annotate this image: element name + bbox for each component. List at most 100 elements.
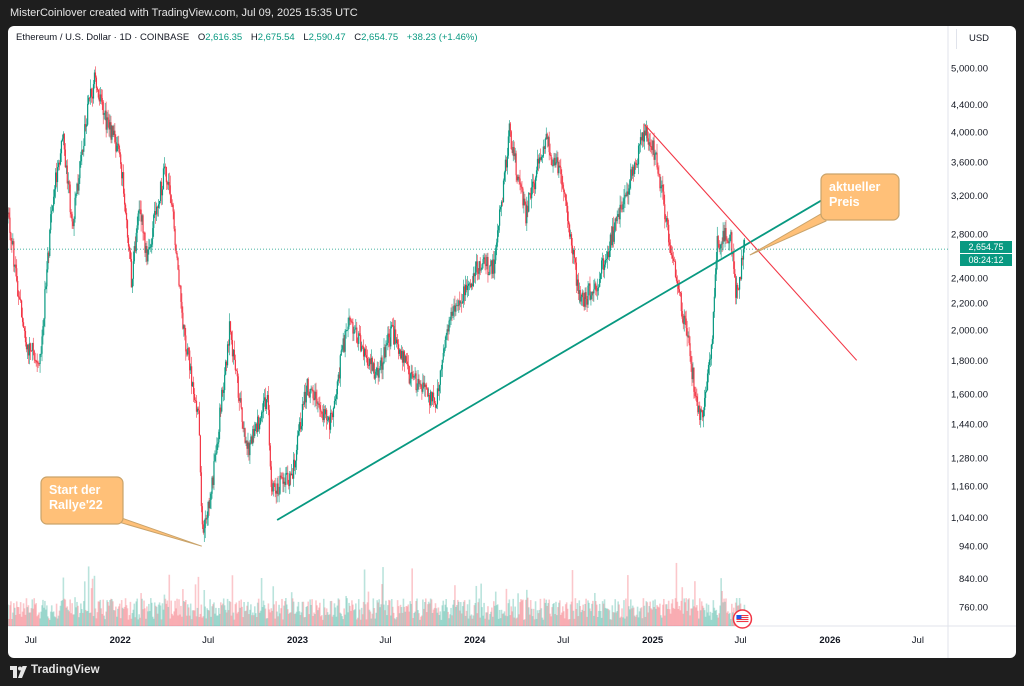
candle-body xyxy=(262,400,265,412)
volume-bar xyxy=(8,604,9,626)
volume-bar xyxy=(587,600,589,626)
candle-body xyxy=(68,181,70,185)
volume-bar xyxy=(606,608,609,626)
volume-bar xyxy=(492,616,494,626)
candle-body xyxy=(24,330,27,343)
volume-bar xyxy=(340,613,343,626)
candle-body xyxy=(471,283,474,287)
candle-body xyxy=(717,236,719,244)
candle-body xyxy=(412,374,414,378)
volume-bar xyxy=(406,606,409,626)
candle-body xyxy=(29,343,31,351)
candle-body xyxy=(369,358,371,365)
candle-body xyxy=(46,269,48,287)
volume-bar xyxy=(726,612,728,626)
volume-bar xyxy=(379,607,381,626)
candle-body xyxy=(186,351,188,355)
y-tick-label: 1,600.00 xyxy=(951,390,988,401)
x-axis: Jul 2022 Jul 2023 Jul 2024 Jul 2025 Jul 2026 Jul xyxy=(25,635,924,646)
volume-bar xyxy=(99,599,102,626)
volume-bar xyxy=(107,601,109,626)
volume-bar xyxy=(666,608,669,626)
volume-bar xyxy=(313,612,315,626)
candle-body xyxy=(647,138,649,145)
volume-bar xyxy=(106,600,108,626)
candle-body xyxy=(511,149,513,154)
volume-bar xyxy=(667,600,670,626)
volume-bar xyxy=(546,605,549,626)
volume-bar xyxy=(121,607,124,626)
candle-body xyxy=(153,215,155,229)
candle-body xyxy=(731,232,733,255)
candle-body xyxy=(408,365,410,384)
volume-bar xyxy=(530,608,533,626)
candle-body xyxy=(391,324,393,327)
candle-body xyxy=(636,163,638,165)
volume-bar xyxy=(443,611,446,626)
volume-bar xyxy=(323,607,326,626)
candle-body xyxy=(704,391,707,398)
volume-bar xyxy=(252,612,254,626)
price-chart[interactable]: 5,000.004,400.004,000.003,600.003,200.00… xyxy=(8,26,1016,658)
x-tick-label: Jul xyxy=(202,635,214,646)
candle-body xyxy=(580,296,582,302)
candle-body xyxy=(481,264,483,270)
candle-body xyxy=(372,363,374,371)
candle-body xyxy=(534,177,537,190)
volume-bar xyxy=(447,611,449,626)
candle-body xyxy=(646,126,648,139)
candle-body xyxy=(416,389,418,391)
volume-bar xyxy=(129,601,132,626)
volume-bar xyxy=(618,604,620,626)
candle-body xyxy=(514,153,516,157)
candle-body xyxy=(237,376,239,398)
candle-body xyxy=(553,157,555,166)
volume-bar xyxy=(48,619,51,626)
volume-bar xyxy=(393,618,396,626)
candle-body xyxy=(643,130,645,142)
candle-body xyxy=(272,483,274,492)
volume-bar xyxy=(279,613,281,626)
candle-body xyxy=(291,473,293,476)
candle-body xyxy=(666,217,668,222)
volume-bar xyxy=(427,601,430,626)
candle-body xyxy=(367,365,370,367)
candle-body xyxy=(690,356,692,364)
candle-body xyxy=(635,162,637,164)
candle-body xyxy=(548,137,550,153)
candle-body xyxy=(245,440,247,443)
volume-bar xyxy=(113,610,115,626)
candle-body xyxy=(527,205,529,212)
candle-body xyxy=(650,146,652,147)
candle-body xyxy=(437,388,440,392)
y-tick-label: 3,200.00 xyxy=(951,191,988,202)
volume-bar xyxy=(205,618,208,626)
chart-panel[interactable]: 5,000.00 4,400.00 4,000.00 3,600.00 3,200.00… xyxy=(8,26,1016,658)
volume-bar xyxy=(595,601,597,626)
volume-bar xyxy=(669,613,672,626)
candle-body xyxy=(439,370,441,385)
candle-body xyxy=(74,197,76,219)
candle-body xyxy=(612,226,614,242)
volume-bar xyxy=(477,602,480,626)
volume-bar xyxy=(534,601,537,626)
candle-body xyxy=(238,397,240,401)
candle-body xyxy=(280,475,282,478)
candle-body xyxy=(100,94,102,99)
volume-bar xyxy=(422,599,424,626)
volume-bar xyxy=(46,605,48,626)
volume-bar xyxy=(356,617,359,626)
volume-bar xyxy=(728,613,730,626)
currency-selector[interactable]: USD xyxy=(956,29,1001,49)
volume-bar xyxy=(722,602,724,626)
volume-bar xyxy=(187,607,190,626)
volume-bar xyxy=(227,610,230,626)
candle-body xyxy=(332,408,335,418)
candle-body xyxy=(490,260,492,266)
candle-body xyxy=(630,169,632,181)
volume-bar xyxy=(696,605,698,626)
volume-bar xyxy=(703,610,706,626)
volume-bar xyxy=(103,615,105,626)
volume-bar xyxy=(29,612,32,626)
candle-body xyxy=(505,159,508,168)
